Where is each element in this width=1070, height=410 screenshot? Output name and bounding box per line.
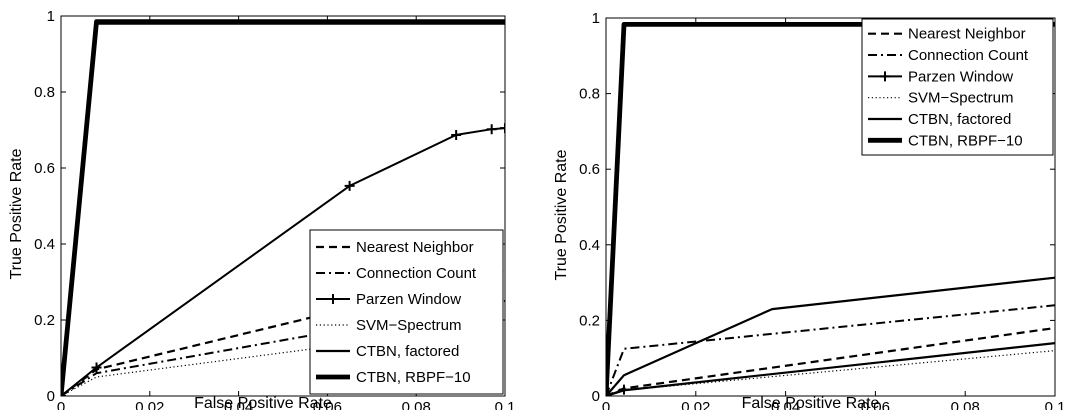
plot-frame [60,15,506,397]
y-tick-label: 0 [592,388,600,405]
y-axis-label: True Positive Rate [553,149,570,280]
y-tick-label: 0.8 [579,86,600,103]
legend-box [309,229,504,395]
legend-entry: CTBN, factored [356,343,459,360]
y-tick-label: 1 [47,8,55,25]
legend: Nearest Neighbor Connection Count Parzen W… [309,229,504,395]
legend-marker [880,71,890,82]
x-tick-label: 0 [57,399,65,410]
data-point-marker [486,124,497,135]
x-tick-label: 0.1 [495,399,516,410]
series-line-svm-spectrum [606,350,1055,396]
legend-entry: SVM−Spectrum [356,317,461,334]
legend-entry: Nearest Neighbor [356,239,474,256]
data-point-marker [91,362,102,373]
legend-entry: Connection Count [908,47,1029,64]
x-tick-label: 0.1 [1045,399,1066,410]
chart-right: 0 0.02 0.04 0.06 0.08 0.1 0 0.2 0.4 0.6 0.8 1 False … [553,10,1065,410]
x-tick-label: 0.06 [313,399,342,410]
data-point-marker [344,180,355,191]
x-tick-label: 0.02 [135,399,164,410]
x-tick-label: 0.02 [681,399,710,410]
y-tick-label: 1 [592,10,600,27]
plot-frame [605,17,1056,397]
series-group [61,19,505,396]
y-tick-label: 0.2 [579,312,600,329]
y-tick-label: 0 [47,388,55,405]
y-tick-label: 0.4 [34,236,55,253]
legend: Nearest Neighbor Connection Count Parzen W… [861,18,1054,156]
legend-entry: Parzen Window [908,68,1013,85]
y-tick-label: 0.8 [34,84,55,101]
y-tick-label: 0.4 [579,237,600,254]
y-axis-label: True Positive Rate [8,148,25,279]
x-axis-label: False Positive Rate [194,395,332,410]
legend-box [861,18,1054,156]
y-tick-label: 0.6 [34,160,55,177]
legend-entry: Nearest Neighbor [908,26,1026,43]
legend-entry: CTBN, RBPF−10 [908,132,1023,149]
series-line-ctbn-factored [606,276,1055,396]
x-tick-label: 0.04 [771,399,800,410]
legend-entry: Connection Count [356,265,477,282]
legend-entry: CTBN, RBPF−10 [356,369,471,386]
x-tick-label: 0 [602,399,610,410]
x-tick-label: 0.04 [224,399,253,410]
legend-entry: SVM−Spectrum [908,90,1013,107]
x-tick-label: 0.08 [402,399,431,410]
legend-entry: Parzen Window [356,291,461,308]
x-tick-label: 0.06 [861,399,890,410]
y-tick-label: 0.2 [34,312,55,329]
legend-entry: CTBN, factored [908,111,1011,128]
legend-marker [328,294,338,304]
x-axis-label: False Positive Rate [742,395,880,410]
x-tick-label: 0.08 [951,399,980,410]
chart-left: 0 0.02 0.04 0.06 0.08 0.1 0 0.2 0.4 0.6 0.8 1 False … [8,8,515,410]
series-line-unlabeled [606,342,1055,396]
data-point-marker [451,129,462,140]
y-tick-label: 0.6 [579,161,600,178]
data-point-marker [500,123,505,134]
series-line-ctbn-rbpf-10 [61,19,505,396]
